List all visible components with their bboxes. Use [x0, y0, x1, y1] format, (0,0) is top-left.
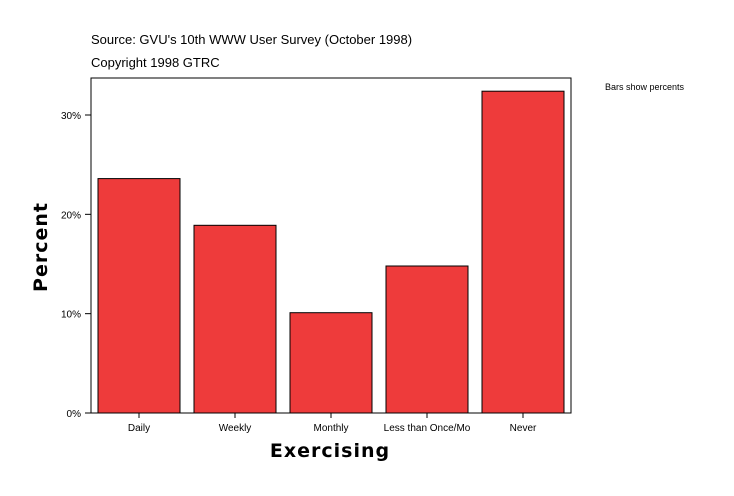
x-axis-title: Exercising: [270, 440, 390, 462]
y-tick-label: 0%: [67, 409, 82, 420]
bar-monthly: [289, 312, 373, 414]
y-axis-title: Percent: [30, 202, 52, 292]
bars-note: Bars show percents: [605, 82, 685, 92]
x-tick-label: Weekly: [219, 423, 252, 434]
x-tick-label: Never: [510, 423, 537, 434]
x-tick-label: Less than Once/Mo: [384, 423, 471, 434]
y-tick-label: 30%: [61, 111, 81, 122]
bar-weekly: [193, 224, 277, 414]
y-tick-label: 20%: [61, 210, 81, 221]
y-tick-label: 10%: [61, 310, 81, 321]
bar-never: [481, 90, 565, 414]
bar-less-than-once-mo: [385, 265, 469, 414]
chart-source: Source: GVU's 10th WWW User Survey (Octo…: [91, 32, 413, 47]
x-tick-label: Monthly: [313, 423, 348, 434]
bar-daily: [97, 178, 181, 414]
chart-copyright: Copyright 1998 GTRC: [91, 55, 220, 70]
x-tick-label: Daily: [128, 423, 150, 434]
